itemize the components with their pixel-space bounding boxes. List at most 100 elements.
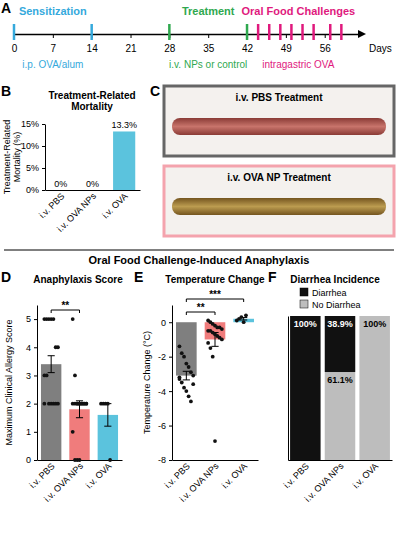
- tick-mark: [286, 34, 287, 38]
- tick-label: 5%: [26, 163, 39, 173]
- chart-panel: BTreatment-RelatedMortality0%5%10%15%Tre…: [1, 83, 141, 234]
- tick: i.v. PBS: [282, 461, 311, 490]
- legend-label: Diarrhea: [312, 288, 347, 298]
- event-tick: [301, 24, 304, 40]
- tick-label: i.v. OVA: [100, 191, 129, 220]
- event-tick: [329, 24, 332, 40]
- data-label: 0%: [54, 179, 67, 189]
- tick-mark: [34, 404, 37, 405]
- data-point: [56, 402, 60, 406]
- bar-segment: [359, 316, 390, 460]
- panel-label: D: [1, 269, 11, 285]
- tick: -2: [158, 352, 172, 362]
- phase-title: Oral Food Challenges: [242, 5, 356, 17]
- data-point: [106, 402, 110, 406]
- tick-label: 21: [125, 43, 137, 54]
- tick-label: i.v. OVA NPs: [303, 461, 346, 504]
- tick: 21: [125, 34, 137, 54]
- tick-label: 42: [242, 43, 254, 54]
- data-point: [220, 327, 224, 331]
- x-axis: i.v. PBSi.v. OVA NPsi.v. OVA: [163, 461, 259, 504]
- event-tick: [246, 24, 249, 40]
- annotations: **: [51, 300, 79, 313]
- tick: 5: [26, 314, 37, 324]
- tick-label: 0: [26, 455, 31, 465]
- x-axis: 0714212835424956: [12, 34, 359, 54]
- image-panel: Ci.v. PBS Treatmenti.v. OVA NP Treatment: [150, 83, 394, 236]
- axis-line: [37, 306, 38, 461]
- data-point: [191, 374, 195, 378]
- tick-label: 1: [26, 427, 31, 437]
- tick-label: -2: [158, 352, 166, 362]
- data-point: [209, 346, 213, 350]
- axis-line: [15, 34, 359, 36]
- event-tick: [90, 24, 93, 40]
- phase-title: Treatment: [182, 5, 235, 17]
- event-tick: [312, 24, 315, 40]
- tick: 4: [26, 343, 37, 353]
- x-axis: i.v. PBSi.v. OVA NPsi.v. OVA: [37, 191, 140, 234]
- annotations: *****: [186, 289, 243, 315]
- tick: 5%: [26, 163, 45, 173]
- tick: -4: [158, 386, 172, 396]
- event-tick: [290, 24, 293, 40]
- tick: 2: [26, 399, 37, 409]
- data-point: [108, 458, 112, 462]
- tick-label: 2: [26, 399, 31, 409]
- tick-label: -6: [158, 421, 166, 431]
- error-bar: [76, 401, 83, 418]
- tick-label: i.v. OVA: [220, 461, 249, 490]
- figure: Oral Food Challenge-Induced AnaphylaxisA…: [0, 0, 398, 552]
- marks: [176, 313, 254, 443]
- tick-label: i.v. OVA NPs: [178, 461, 221, 504]
- tick-label: 5: [26, 314, 31, 324]
- y-axis: 0% 5% 10% 15%: [21, 119, 46, 195]
- image-title: i.v. OVA NP Treatment: [227, 172, 331, 183]
- data-point: [84, 402, 88, 406]
- chart-panel: ETemperature Change-8-6-4-20Temperature …: [134, 269, 265, 504]
- marks: [290, 316, 390, 460]
- y-axis: [288, 317, 289, 461]
- tick-mark: [208, 34, 209, 38]
- axis-line: [173, 460, 259, 461]
- tick-label: 7: [51, 43, 57, 54]
- image-frame: [164, 86, 394, 156]
- annotations: 100%61.1%38.9%100%DiarrheaNo Diarrhea: [294, 288, 386, 385]
- axis-line: [46, 190, 141, 191]
- axis-line: [45, 125, 46, 191]
- axis-title: Days: [369, 43, 392, 54]
- divider: [4, 250, 394, 251]
- tick: i.v. OVA NPs: [42, 461, 85, 504]
- tick: 0%: [26, 185, 45, 195]
- tick-label: i.v. PBS: [37, 191, 66, 220]
- tick-label: i.v. OVA NPs: [55, 191, 98, 234]
- data-point: [71, 430, 75, 434]
- tick-mark: [42, 146, 45, 147]
- event-tick: [340, 24, 343, 40]
- tick-label: 4: [26, 343, 31, 353]
- tick-label: 56: [320, 43, 332, 54]
- tick-mark: [34, 432, 37, 433]
- data-point: [211, 355, 215, 359]
- tick-label: 3: [26, 371, 31, 381]
- tick: i.v. PBS: [37, 191, 66, 220]
- tick-label: i.v. OVA: [351, 461, 380, 490]
- data-point: [45, 374, 49, 378]
- tick: 1: [26, 427, 37, 437]
- data-label: 61.1%: [327, 375, 353, 385]
- tick-label: 0%: [26, 185, 39, 195]
- tick-label: 15%: [21, 119, 39, 129]
- data-point: [189, 400, 193, 404]
- legend-swatch: [300, 300, 308, 308]
- tick-label: 10%: [21, 141, 39, 151]
- tick-label: -4: [158, 386, 166, 396]
- tick-mark: [42, 124, 45, 125]
- annotations: 0%0%13.3%: [54, 120, 137, 189]
- tick-label: i.v. OVA NPs: [42, 461, 85, 504]
- tick-mark: [169, 391, 172, 392]
- tick-mark: [34, 347, 37, 348]
- tick-mark: [169, 357, 172, 358]
- data-label: 38.9%: [327, 319, 353, 329]
- tick-mark: [169, 460, 172, 461]
- chart-title: Anaphylaxis Score: [33, 274, 123, 285]
